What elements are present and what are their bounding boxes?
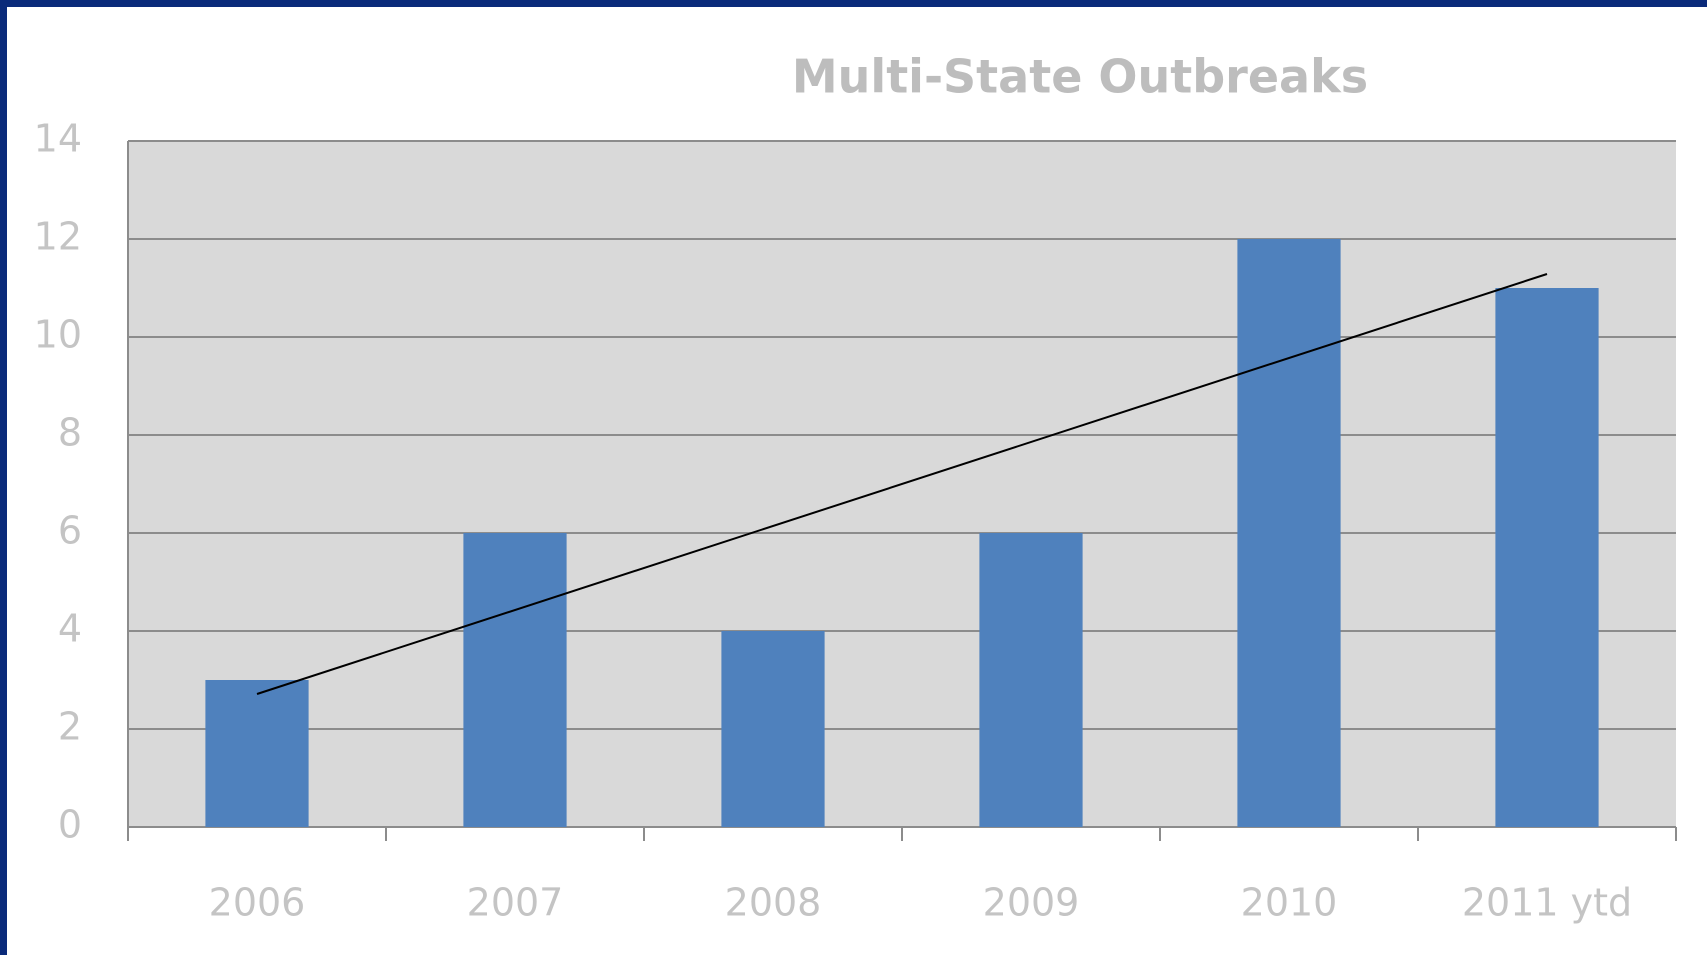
- chart-title: Multi-State Outbreaks: [792, 50, 1368, 104]
- y-tick-label: 4: [58, 607, 82, 651]
- x-tick-label: 2007: [467, 881, 564, 925]
- x-tick-label: 2010: [1241, 881, 1338, 925]
- trendline: [256, 273, 1548, 695]
- x-tick-label: 2009: [983, 881, 1080, 925]
- bar: [979, 533, 1083, 827]
- bar: [205, 680, 309, 827]
- y-tick-label: 6: [58, 509, 82, 553]
- bar: [463, 533, 567, 827]
- y-tick-label: 2: [58, 705, 82, 749]
- y-tick-label: 14: [34, 117, 82, 161]
- bar: [1237, 239, 1341, 827]
- bar: [721, 631, 825, 827]
- y-tick-label: 12: [34, 215, 82, 259]
- x-tick-label: 2011 ytd: [1462, 881, 1632, 925]
- y-tick-label: 0: [58, 803, 82, 847]
- y-tick-label: 8: [58, 411, 82, 455]
- x-tick-label: 2006: [209, 881, 306, 925]
- y-tick-label: 10: [34, 313, 82, 357]
- x-tick-label: 2008: [725, 881, 822, 925]
- bar: [1495, 288, 1599, 827]
